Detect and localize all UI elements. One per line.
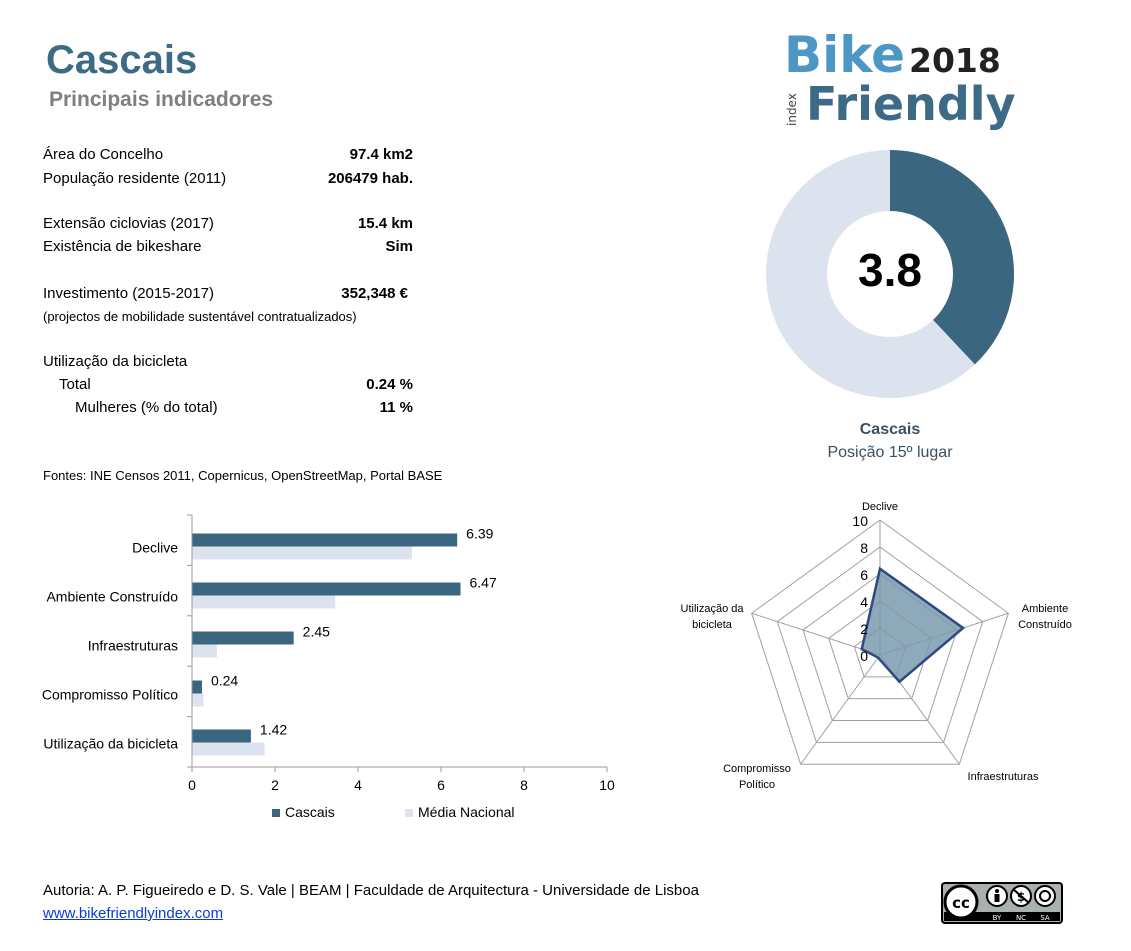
bar-category-label: Utilização da bicicleta xyxy=(43,736,178,752)
donut-fill xyxy=(890,150,1014,365)
radar-tick-label: 2 xyxy=(860,621,868,637)
bikeshare-label: Existência de bikeshare xyxy=(43,238,202,255)
cc-license-badge: cc $ BY NC SA xyxy=(941,882,1063,924)
bar-category-label: Infraestruturas xyxy=(88,638,178,654)
population-value: 206479 hab. xyxy=(327,170,413,187)
area-value: 97.4 km2 xyxy=(349,146,413,163)
rank-city-name: Cascais xyxy=(859,421,921,438)
footer-author: Autoria: A. P. Figueiredo e D. S. Vale |… xyxy=(43,882,699,899)
bar-data-label: 6.39 xyxy=(466,526,493,542)
score-donut xyxy=(766,150,1014,398)
bar-media-nacional xyxy=(192,644,217,658)
radar-axis-label: Infraestruturas xyxy=(968,771,1039,783)
page-subtitle: Principais indicadores xyxy=(49,88,274,111)
bar-category-label: Compromisso Político xyxy=(42,687,178,703)
legend-label: Cascais xyxy=(285,804,335,820)
nc-label: NC xyxy=(1016,914,1026,922)
cycleways-value: 15.4 km xyxy=(357,215,413,232)
radar-tick-label: 8 xyxy=(860,540,868,556)
cycleways-label: Extensão ciclovias (2017) xyxy=(43,215,214,232)
sources-note: Fontes: INE Censos 2011, Copernicus, Ope… xyxy=(43,468,443,483)
radar-ring xyxy=(776,546,984,743)
donut-hole xyxy=(827,211,953,337)
bar-category-label: Declive xyxy=(132,540,178,556)
logo-word-friendly: Friendly xyxy=(806,77,1016,131)
page-title: Cascais xyxy=(46,38,198,82)
radar-tick-label: 10 xyxy=(852,513,868,529)
investment-label: Investimento (2015-2017) xyxy=(43,285,214,302)
radar-axis-label: bicicleta xyxy=(692,619,733,631)
usage-total-value: 0.24 % xyxy=(366,376,413,393)
bar-media-nacional xyxy=(192,546,412,560)
radar-axis-label: Construído xyxy=(1018,619,1072,631)
radar-spoke xyxy=(751,612,881,656)
by-label: BY xyxy=(993,914,1002,922)
radar-tick-label: 4 xyxy=(860,594,868,610)
score-value: 3.8 xyxy=(858,244,922,296)
website-link[interactable]: www.bikefriendlyindex.com xyxy=(43,905,224,922)
investment-value: 352,348 € xyxy=(341,285,408,302)
bar-media-nacional xyxy=(192,595,336,609)
bar-cascais xyxy=(192,533,458,547)
bar-cascais xyxy=(192,680,202,694)
bar-media-nacional xyxy=(192,693,204,707)
radar-axis-label: Declive xyxy=(862,501,898,513)
radar-axis-label: Utilização da xyxy=(681,603,745,615)
bar-data-label: 6.47 xyxy=(470,575,497,591)
logo-small-index: index xyxy=(785,93,799,126)
radar-axis-label: Compromisso xyxy=(723,763,791,775)
bar-chart: Declive 6.39 Ambiente Construído 6.47 Infrae… xyxy=(42,514,615,820)
investment-note: (projectos de mobilidade sustentável con… xyxy=(43,309,357,324)
cc-symbols: cc xyxy=(952,894,970,912)
bike-friendly-index-logo: Bike 2018 index Friendly xyxy=(784,26,1016,131)
legend-label: Média Nacional xyxy=(418,804,515,820)
legend-swatch xyxy=(272,809,280,817)
logo-year: 2018 xyxy=(909,41,1001,80)
bar-x-tick-label: 2 xyxy=(271,777,279,793)
sa-icon xyxy=(1034,885,1056,907)
rank-position: Posição 15º lugar xyxy=(827,444,953,461)
bar-media-nacional xyxy=(192,742,265,756)
usage-heading: Utilização da bicicleta xyxy=(43,353,188,370)
bikeshare-value: Sim xyxy=(385,238,413,255)
bar-data-label: 1.42 xyxy=(260,722,287,738)
radar-axis-label: Ambiente xyxy=(1022,603,1068,615)
usage-women-label: Mulheres (% do total) xyxy=(75,399,218,416)
bar-x-tick-label: 4 xyxy=(354,777,362,793)
usage-total-label: Total xyxy=(59,376,91,393)
area-label: Área do Concelho xyxy=(43,146,164,163)
cc-badge-band xyxy=(944,912,1060,921)
cc-icon xyxy=(943,884,979,920)
bar-x-tick-label: 6 xyxy=(437,777,445,793)
bar-cascais xyxy=(192,729,251,743)
radar-tick-label: 6 xyxy=(860,567,868,583)
bar-cascais xyxy=(192,582,461,596)
bar-x-tick-label: 8 xyxy=(520,777,528,793)
radar-ring xyxy=(751,519,1009,765)
radar-spoke xyxy=(800,654,881,765)
bar-cascais xyxy=(192,631,294,645)
bar-data-label: 0.24 xyxy=(211,673,238,689)
radar-tick-label: 0 xyxy=(860,648,868,664)
radar-axis-label: Político xyxy=(739,779,775,791)
sa-label: SA xyxy=(1040,914,1050,922)
logo-word-bike: Bike xyxy=(784,26,905,84)
radar-series-cascais xyxy=(860,566,966,684)
bar-data-label: 2.45 xyxy=(303,624,330,640)
bar-x-tick-label: 10 xyxy=(599,777,615,793)
bar-category-label: Ambiente Construído xyxy=(46,589,178,605)
population-label: População residente (2011) xyxy=(43,170,227,187)
usage-women-value: 11 % xyxy=(379,399,413,416)
legend-swatch xyxy=(405,809,413,817)
bar-x-tick-label: 0 xyxy=(188,777,196,793)
